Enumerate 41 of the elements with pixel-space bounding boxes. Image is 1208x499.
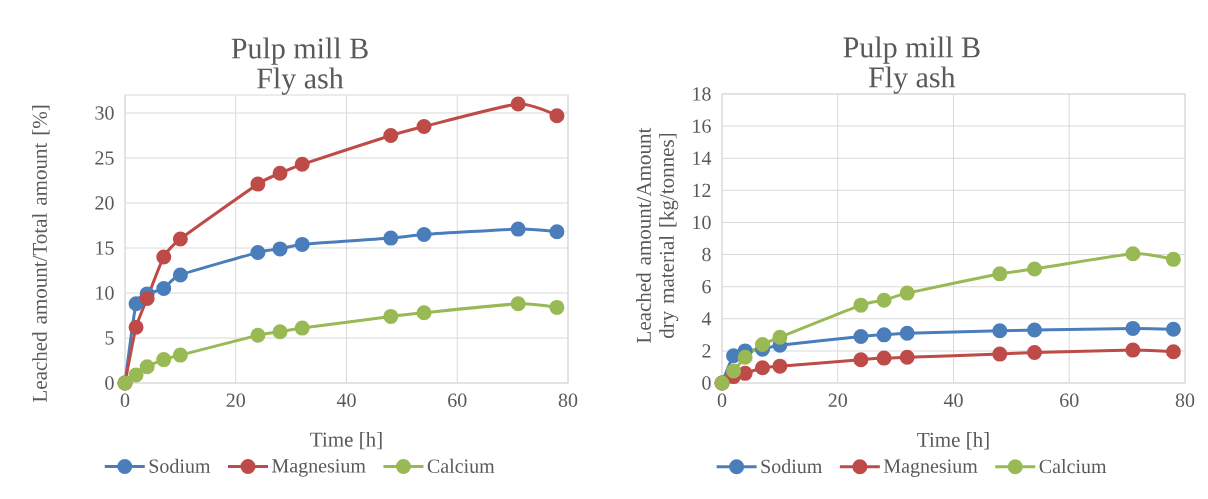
y-tick-label: 15 (96, 241, 114, 255)
y-tick-label: 10 (693, 215, 711, 230)
y-tick-label: 4 (701, 312, 712, 326)
y-tick-label: 0 (702, 376, 711, 390)
y-axis-title: Leached amount/Amount dry material [kg/tonnes] (636, 127, 679, 343)
x-axis-title: Time [h] (917, 432, 989, 450)
y-tick-label: 12 (693, 183, 711, 197)
x-tick-label: 40 (336, 393, 356, 408)
y-tick-label: 0 (105, 376, 114, 390)
x-axis-title: Time [h] (310, 431, 382, 450)
y-tick-label: 5 (105, 331, 114, 345)
chart-subtitle: Fly ash (868, 66, 956, 94)
legend-label: Calcium (427, 458, 495, 473)
y-tick-label: 18 (693, 87, 711, 101)
y-tick-label: 14 (693, 151, 712, 165)
y-tick-label: 20 (95, 196, 114, 210)
x-tick-label: 0 (120, 393, 130, 408)
x-tick-label: 0 (717, 393, 727, 408)
legend-label: Magnesium (883, 459, 978, 477)
y-tick-label: 25 (95, 151, 114, 165)
legend-label: Sodium (761, 459, 823, 474)
y-tick-label: 2 (702, 344, 711, 358)
chart-title: Pulp mill B (231, 37, 368, 65)
y-axis-title: Leached amount/Total amount [%] (32, 105, 50, 402)
y-tick-label: 8 (702, 247, 711, 262)
legend-label: Sodium (149, 458, 211, 473)
y-tick-label: 16 (693, 119, 711, 133)
chart-subtitle: Fly ash (257, 67, 344, 95)
x-tick-label: 60 (448, 393, 467, 408)
y-tick-label: 6 (702, 279, 711, 294)
y-tick-label: 30 (95, 106, 114, 120)
x-tick-label: 40 (943, 393, 963, 408)
y-tick-label: 10 (96, 286, 114, 300)
x-tick-label: 60 (1060, 393, 1079, 408)
legend-label: Magnesium (272, 459, 366, 477)
chart-title: Pulp mill B (843, 36, 980, 64)
x-tick-label: 80 (558, 393, 578, 408)
x-tick-label: 20 (828, 393, 847, 408)
x-tick-label: 80 (1175, 393, 1195, 408)
legend-label: Calcium (1039, 459, 1107, 474)
x-tick-label: 20 (226, 393, 245, 408)
